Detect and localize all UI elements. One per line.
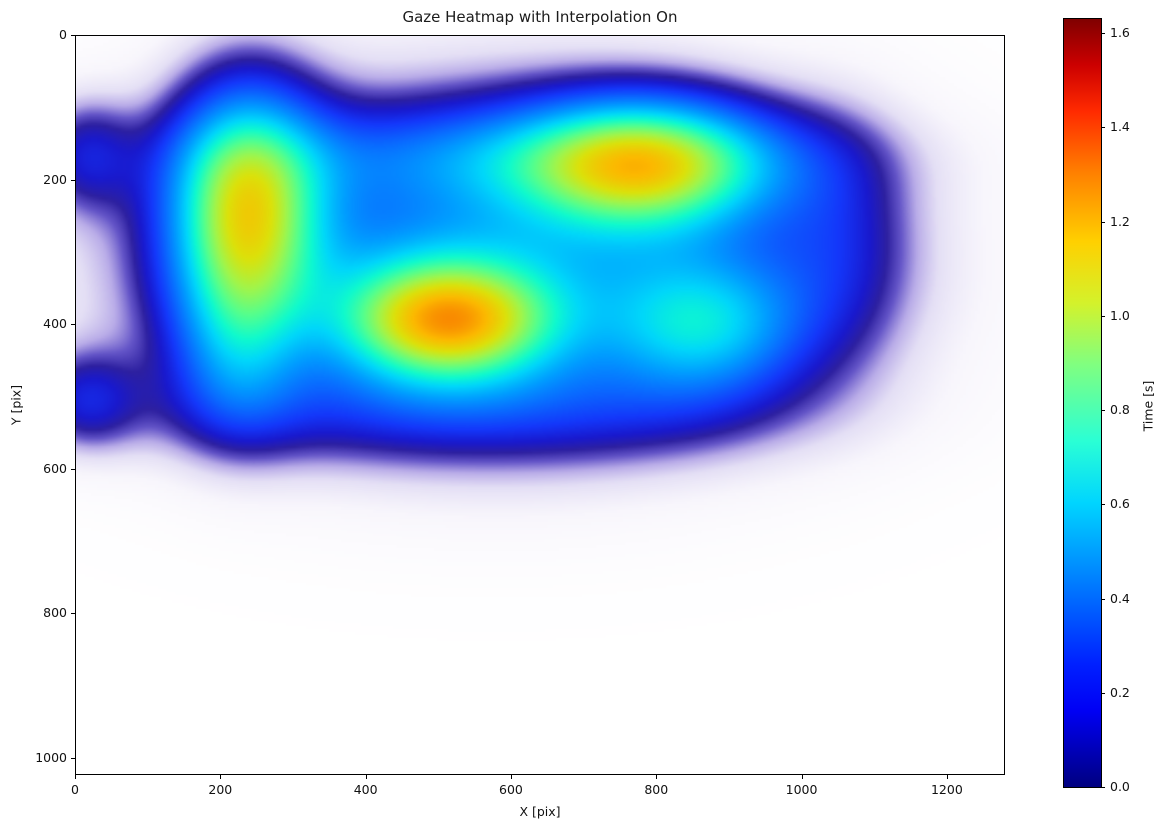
x-tick-mark — [801, 775, 803, 779]
colorbar-tick-label: 0.0 — [1110, 779, 1130, 794]
x-tick-mark — [75, 775, 76, 779]
colorbar-tick-label: 1.2 — [1110, 213, 1130, 229]
x-tick-mark — [656, 775, 658, 779]
y-tick-mark — [71, 324, 75, 326]
x-axis-label: X [pix] — [519, 804, 561, 819]
colorbar-tick-mark — [1101, 315, 1105, 317]
colorbar-tick-mark — [1101, 33, 1105, 35]
chart-title: Gaze Heatmap with Interpolation On — [402, 8, 678, 26]
colorbar-tick-mark — [1101, 787, 1105, 788]
y-tick-label: 800 — [43, 605, 67, 621]
heatmap-canvas — [75, 35, 1005, 775]
y-tick-mark — [71, 757, 75, 759]
plot-border — [75, 35, 1005, 775]
colorbar-tick-mark — [1101, 598, 1105, 600]
y-axis-label: Y [pix] — [8, 384, 24, 426]
colorbar-tick-mark — [1101, 410, 1105, 412]
plot-area: 0 200 400 600 800 1000 1200 0 200 400 600 800 1000 — [35, 27, 1005, 797]
x-tick-mark — [946, 775, 948, 779]
colorbar-tick-label: 0.6 — [1110, 496, 1130, 512]
colorbar-tick-mark — [1101, 127, 1105, 129]
y-tick-mark — [71, 613, 75, 615]
x-tick-mark — [220, 775, 222, 779]
colorbar-label: Time [s] — [1140, 380, 1156, 432]
colorbar-tick-mark — [1101, 692, 1105, 694]
y-tick-mark — [71, 468, 75, 470]
x-tick-label: 1200 — [930, 782, 963, 797]
x-tick-mark — [510, 775, 512, 779]
x-tick-label: 0 — [71, 782, 79, 797]
colorbar: 0.0 0.2 0.4 0.6 0.8 1.0 1.2 1.4 1.6 — [1063, 18, 1130, 794]
y-tick-label: 1000 — [35, 749, 67, 765]
x-tick-label: 400 — [353, 782, 378, 797]
colorbar-tick-label: 0.8 — [1110, 402, 1130, 418]
x-tick-label: 1000 — [785, 782, 818, 797]
colorbar-tick-label: 0.4 — [1110, 590, 1130, 606]
y-tick-label: 200 — [43, 171, 67, 187]
colorbar-tick-label: 1.6 — [1110, 25, 1130, 41]
colorbar-tick-label: 1.0 — [1110, 307, 1130, 323]
y-tick-mark — [71, 179, 75, 181]
colorbar-tick-label: 1.4 — [1110, 119, 1130, 135]
x-tick-mark — [365, 775, 367, 779]
colorbar-tick-label: 0.2 — [1110, 684, 1130, 700]
x-tick-label: 200 — [208, 782, 233, 797]
y-tick-label: 0 — [59, 27, 67, 42]
y-tick-mark — [71, 35, 75, 36]
y-tick-label: 600 — [43, 460, 67, 476]
x-tick-label: 800 — [644, 782, 669, 797]
colorbar-tick-mark — [1101, 221, 1105, 223]
colorbar-tick-mark — [1101, 504, 1105, 506]
x-tick-label: 600 — [499, 782, 523, 797]
y-tick-label: 400 — [43, 316, 67, 332]
